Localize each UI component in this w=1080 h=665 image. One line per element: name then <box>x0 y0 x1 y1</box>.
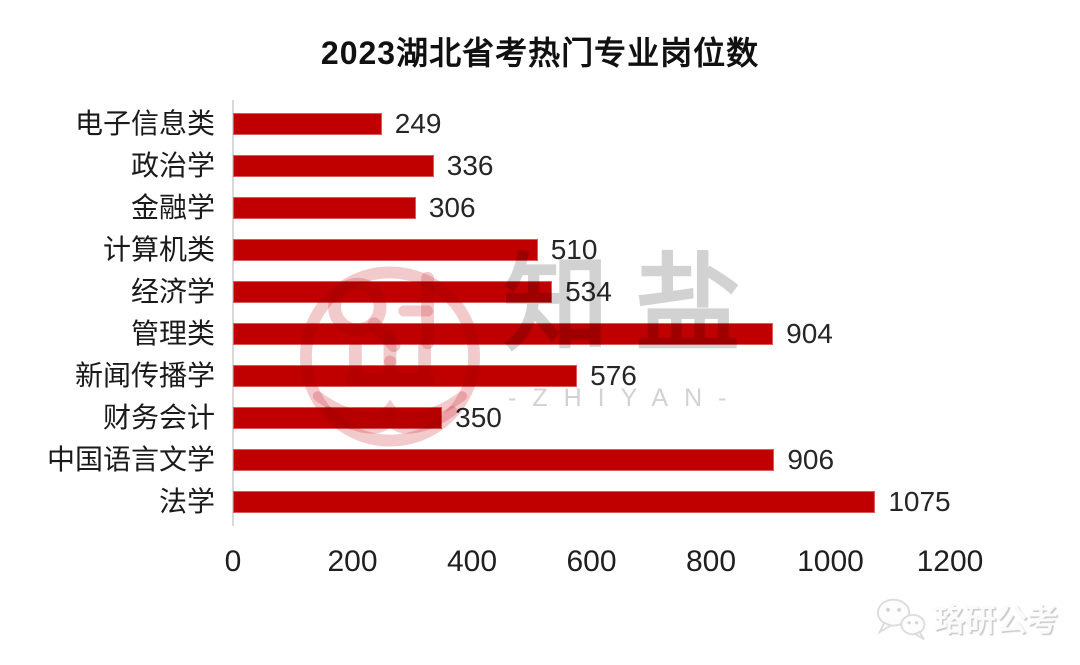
bar-row: 经济学 534 <box>0 271 1080 313</box>
value-label: 534 <box>565 276 612 307</box>
value-label: 904 <box>786 318 833 349</box>
value-label: 350 <box>455 402 502 433</box>
bar-row: 管理类 904 <box>0 313 1080 355</box>
value-label: 510 <box>550 234 598 265</box>
value-label: 906 <box>787 444 835 475</box>
bar-area: 576 <box>233 362 637 390</box>
category-label: 电子信息类 <box>74 108 215 139</box>
x-tick-label: 800 <box>685 545 737 578</box>
x-tick-label: 600 <box>566 545 617 578</box>
bar-row: 政治学 336 <box>0 145 1080 187</box>
bar-area: 306 <box>233 194 476 222</box>
x-tick-label: 0 <box>224 545 242 578</box>
bar-area: 510 <box>233 236 597 264</box>
category-label: 新闻传播学 <box>74 360 215 391</box>
x-tick-label: 1200 <box>916 545 984 578</box>
bar-area: 1075 <box>233 488 951 516</box>
category-label: 计算机类 <box>102 234 215 265</box>
y-axis-line <box>232 100 234 526</box>
bar <box>233 449 775 471</box>
bar-row: 财务会计 350 <box>0 397 1080 439</box>
value-label: 576 <box>590 360 637 391</box>
bar <box>233 365 578 387</box>
bar-area: 249 <box>233 110 441 138</box>
category-label: 财务会计 <box>102 402 215 433</box>
value-label: 336 <box>446 150 494 181</box>
bar-area: 350 <box>233 404 502 432</box>
bar <box>233 491 876 513</box>
category-label: 政治学 <box>130 150 215 181</box>
bar <box>233 239 538 261</box>
brand-watermark: 珞研公考 <box>872 596 1058 644</box>
x-tick-label: 200 <box>327 545 378 578</box>
bar-rows: 电子信息类 249 政治学 336 金融学 306 计算机类 510 经济学 5… <box>0 103 1080 523</box>
x-tick-label: 400 <box>446 545 498 578</box>
x-tick-label: 1000 <box>797 545 864 578</box>
bar <box>233 113 382 135</box>
bar-row: 中国语言文学 906 <box>0 439 1080 481</box>
bar-area: 906 <box>233 446 834 474</box>
bar-area: 336 <box>233 152 493 180</box>
category-label: 中国语言文学 <box>46 444 215 475</box>
bar <box>233 155 434 177</box>
bar <box>233 323 774 345</box>
x-axis: 0 200 400 600 800 1000 1200 <box>225 545 984 581</box>
category-label: 法学 <box>158 486 215 517</box>
bar <box>233 197 416 219</box>
category-label: 管理类 <box>130 318 215 349</box>
bar-row: 电子信息类 249 <box>0 103 1080 145</box>
value-label: 249 <box>394 108 442 139</box>
bar-area: 904 <box>233 320 833 348</box>
bar-row: 计算机类 510 <box>0 229 1080 271</box>
category-label: 经济学 <box>130 276 215 307</box>
category-label: 金融学 <box>130 192 215 223</box>
chart-title: 2023湖北省考热门专业岗位数 <box>320 35 760 71</box>
bar <box>233 407 443 429</box>
bar-row: 金融学 306 <box>0 187 1080 229</box>
bar-row: 法学 1075 <box>0 481 1080 523</box>
wechat-icon <box>876 598 926 641</box>
bar-area: 534 <box>233 278 612 306</box>
bar-row: 新闻传播学 576 <box>0 355 1080 397</box>
value-label: 1075 <box>888 486 951 517</box>
value-label: 306 <box>428 192 476 223</box>
bar <box>233 281 553 303</box>
brand-watermark-label: 珞研公考 <box>934 602 1058 638</box>
